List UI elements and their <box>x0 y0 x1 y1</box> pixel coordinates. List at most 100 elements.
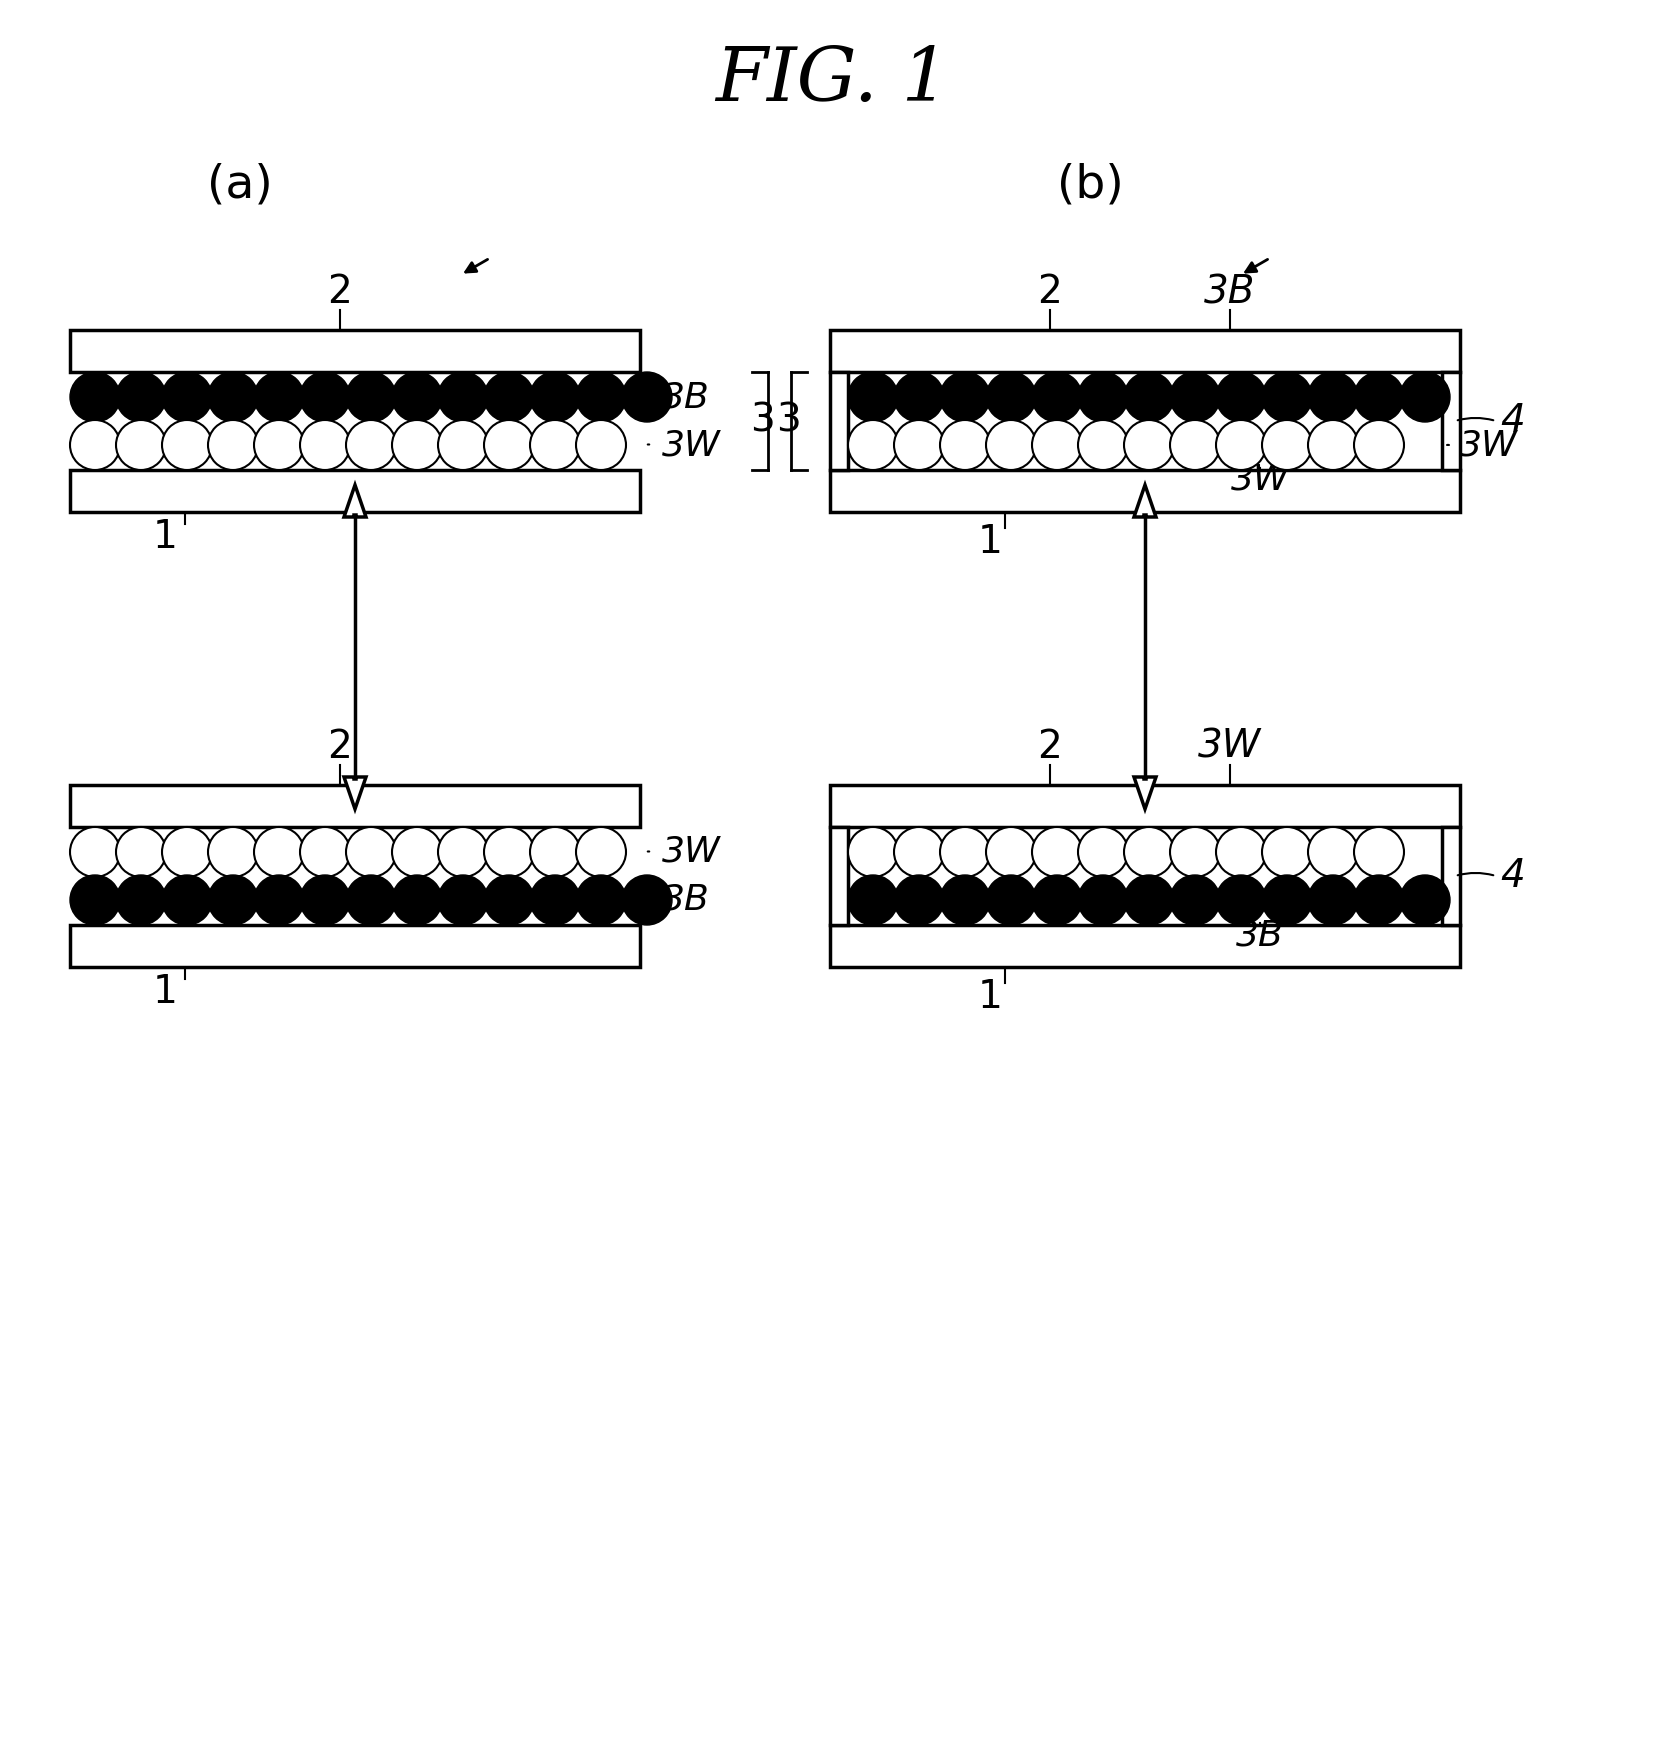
Bar <box>1443 826 1459 925</box>
Circle shape <box>1308 876 1358 925</box>
Circle shape <box>849 826 899 877</box>
Circle shape <box>161 419 211 470</box>
Circle shape <box>1123 419 1175 470</box>
Circle shape <box>1261 372 1311 423</box>
Circle shape <box>346 419 396 470</box>
Circle shape <box>393 826 443 877</box>
Circle shape <box>1354 826 1404 877</box>
Text: 3B: 3B <box>1205 273 1256 312</box>
Circle shape <box>484 419 534 470</box>
Bar <box>830 329 1459 372</box>
Circle shape <box>849 419 899 470</box>
Circle shape <box>1032 876 1082 925</box>
Circle shape <box>1354 419 1404 470</box>
Circle shape <box>70 419 120 470</box>
Circle shape <box>438 372 488 423</box>
Bar <box>70 470 641 513</box>
Bar <box>830 470 1459 513</box>
Circle shape <box>1078 419 1128 470</box>
Text: 3W: 3W <box>1231 463 1290 497</box>
Circle shape <box>576 876 626 925</box>
Circle shape <box>576 372 626 423</box>
Circle shape <box>1261 876 1311 925</box>
Circle shape <box>1354 876 1404 925</box>
Circle shape <box>70 372 120 423</box>
Circle shape <box>1123 876 1175 925</box>
Text: 3: 3 <box>750 402 775 440</box>
Circle shape <box>531 372 581 423</box>
Text: 1: 1 <box>153 973 178 1011</box>
Text: 3W: 3W <box>662 428 721 462</box>
Circle shape <box>894 419 943 470</box>
Circle shape <box>1032 826 1082 877</box>
Circle shape <box>1216 372 1266 423</box>
Circle shape <box>346 876 396 925</box>
Circle shape <box>484 372 534 423</box>
Circle shape <box>346 826 396 877</box>
Circle shape <box>70 876 120 925</box>
Circle shape <box>987 419 1037 470</box>
Circle shape <box>1354 372 1404 423</box>
Circle shape <box>1078 826 1128 877</box>
Circle shape <box>1170 826 1220 877</box>
Circle shape <box>393 876 443 925</box>
Bar <box>70 925 641 967</box>
Circle shape <box>894 372 943 423</box>
Text: 1: 1 <box>977 978 1002 1017</box>
Circle shape <box>1308 372 1358 423</box>
Circle shape <box>484 876 534 925</box>
Circle shape <box>116 826 166 877</box>
Circle shape <box>849 372 899 423</box>
Circle shape <box>255 876 305 925</box>
Circle shape <box>531 826 581 877</box>
Circle shape <box>940 826 990 877</box>
Circle shape <box>531 876 581 925</box>
Circle shape <box>255 419 305 470</box>
Circle shape <box>1308 826 1358 877</box>
Circle shape <box>1170 876 1220 925</box>
Circle shape <box>1123 826 1175 877</box>
Circle shape <box>622 372 672 423</box>
Circle shape <box>1032 372 1082 423</box>
Circle shape <box>987 372 1037 423</box>
Circle shape <box>1078 876 1128 925</box>
Text: 2: 2 <box>328 273 353 312</box>
Text: 1: 1 <box>153 518 178 557</box>
Bar <box>830 826 849 925</box>
Bar <box>830 372 849 470</box>
Circle shape <box>940 372 990 423</box>
Circle shape <box>987 876 1037 925</box>
Text: 2: 2 <box>1038 728 1062 766</box>
Circle shape <box>393 419 443 470</box>
FancyArrow shape <box>1133 777 1156 809</box>
Circle shape <box>1170 372 1220 423</box>
Circle shape <box>1399 372 1449 423</box>
Circle shape <box>1261 826 1311 877</box>
Circle shape <box>300 876 349 925</box>
Circle shape <box>1399 876 1449 925</box>
Bar <box>830 786 1459 826</box>
Text: 4: 4 <box>1499 856 1524 895</box>
Circle shape <box>208 419 258 470</box>
Text: FIG. 1: FIG. 1 <box>716 44 948 116</box>
Bar <box>70 329 641 372</box>
Circle shape <box>438 419 488 470</box>
Circle shape <box>1216 826 1266 877</box>
Circle shape <box>1032 419 1082 470</box>
Circle shape <box>531 419 581 470</box>
Text: 3B: 3B <box>662 883 711 916</box>
Text: 3: 3 <box>775 402 800 440</box>
Text: (a): (a) <box>206 162 273 208</box>
Circle shape <box>940 876 990 925</box>
Circle shape <box>894 826 943 877</box>
Circle shape <box>70 826 120 877</box>
Circle shape <box>438 826 488 877</box>
Circle shape <box>1261 419 1311 470</box>
Circle shape <box>300 419 349 470</box>
Circle shape <box>622 876 672 925</box>
Text: 3W: 3W <box>662 835 721 869</box>
Circle shape <box>116 419 166 470</box>
Circle shape <box>255 826 305 877</box>
Bar <box>1443 372 1459 470</box>
Circle shape <box>208 826 258 877</box>
